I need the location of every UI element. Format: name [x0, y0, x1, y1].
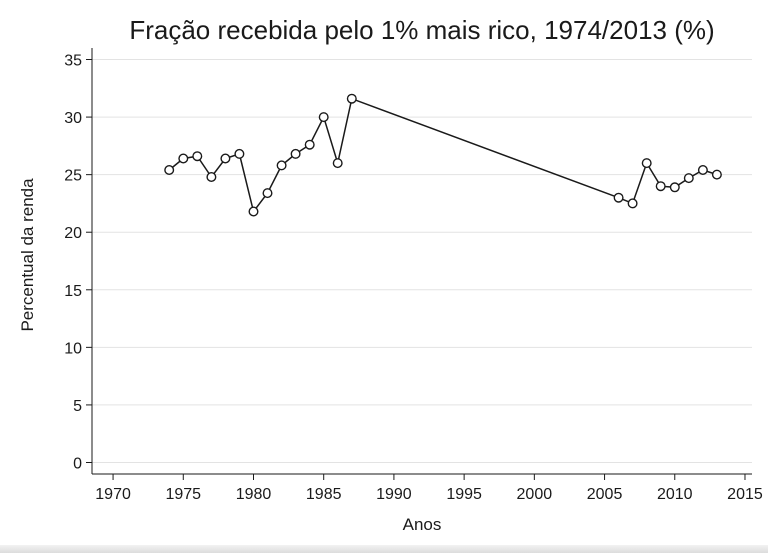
y-tick-label: 25: [64, 168, 82, 185]
tick-labels: 0 5 10 15 20 25 30 35 1970 1975 1980 1985 1990 1995 20…: [64, 53, 763, 503]
data-point: [332, 158, 343, 169]
x-tick-label: 1970: [95, 486, 131, 503]
window-bottom-edge: [0, 545, 768, 553]
y-tick-label: 20: [64, 225, 82, 242]
y-tick-label: 30: [64, 110, 82, 127]
x-tick-label: 1995: [446, 486, 482, 503]
data-point: [164, 164, 175, 175]
x-tick-label: 1990: [376, 486, 412, 503]
y-tick-label: 5: [73, 398, 82, 415]
x-tick-label: 1980: [236, 486, 272, 503]
x-tick-label: 1985: [306, 486, 342, 503]
data-point: [683, 173, 694, 184]
data-point: [262, 188, 273, 199]
data-point: [220, 153, 231, 164]
data-point: [178, 153, 189, 164]
data-series: [164, 93, 722, 217]
data-point: [192, 151, 203, 162]
y-tick-label: 10: [64, 340, 82, 357]
data-point: [206, 171, 217, 182]
data-point: [641, 158, 652, 169]
data-point: [318, 112, 329, 123]
data-point: [290, 148, 301, 159]
x-tick-label: 1975: [165, 486, 201, 503]
data-point: [276, 160, 287, 171]
x-axis-label: Anos: [403, 515, 442, 534]
data-point: [711, 169, 722, 180]
x-tick-label: 2000: [517, 486, 553, 503]
y-tick-label: 35: [64, 53, 82, 70]
y-tick-label: 15: [64, 283, 82, 300]
data-point: [346, 93, 357, 104]
data-point: [613, 192, 624, 203]
data-point: [304, 139, 315, 150]
data-point: [248, 206, 259, 217]
data-point: [697, 164, 708, 175]
data-point: [655, 181, 666, 192]
data-point: [234, 148, 245, 159]
data-point: [627, 198, 638, 209]
chart-title: Fração recebida pelo 1% mais rico, 1974/…: [129, 15, 714, 45]
y-axis-label: Percentual da renda: [18, 178, 37, 332]
x-tick-label: 2015: [727, 486, 763, 503]
data-point: [669, 182, 680, 193]
x-tick-label: 2010: [657, 486, 693, 503]
series-line: [168, 97, 718, 214]
axes: [86, 48, 752, 480]
gridlines: [92, 59, 752, 463]
x-tick-label: 2005: [587, 486, 623, 503]
y-tick-label: 0: [73, 455, 82, 472]
